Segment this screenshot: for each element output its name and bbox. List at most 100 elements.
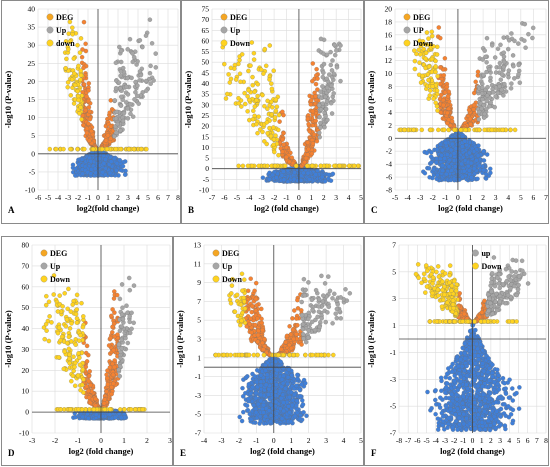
point — [118, 94, 124, 100]
point — [445, 110, 450, 116]
point — [75, 94, 81, 99]
point — [133, 79, 138, 85]
point — [307, 177, 312, 182]
y-tick-label: 15 — [28, 95, 36, 104]
y-tick-label: 75 — [202, 5, 210, 14]
point — [78, 105, 83, 110]
point — [273, 108, 279, 114]
point — [78, 68, 84, 73]
point — [73, 166, 78, 172]
point — [434, 52, 440, 57]
point — [434, 176, 439, 182]
point — [47, 146, 53, 152]
point — [434, 103, 440, 109]
point — [489, 43, 495, 48]
point — [416, 47, 422, 53]
point — [65, 84, 70, 90]
point — [82, 146, 87, 152]
point — [129, 75, 134, 81]
point — [479, 85, 485, 90]
y-tick-label: 25 — [202, 111, 210, 120]
point — [460, 144, 465, 149]
point — [473, 79, 478, 85]
point — [125, 47, 130, 52]
point — [64, 56, 69, 62]
point — [412, 48, 417, 53]
point — [468, 160, 474, 166]
point — [498, 42, 503, 48]
point — [245, 109, 250, 114]
point — [523, 45, 528, 50]
point — [88, 158, 94, 164]
points-A — [47, 17, 159, 178]
x-tick-label: -1 — [85, 193, 91, 202]
point — [251, 57, 257, 62]
point — [267, 43, 273, 48]
point — [463, 127, 468, 133]
point — [149, 41, 155, 46]
point — [424, 150, 430, 156]
x-tick-label: 7 — [166, 193, 170, 202]
point — [484, 98, 489, 104]
x-tick-label: -3 — [417, 193, 423, 202]
point — [130, 59, 136, 65]
point — [439, 147, 445, 153]
point — [431, 96, 436, 101]
point — [443, 140, 449, 146]
point — [435, 172, 440, 178]
point — [125, 75, 130, 81]
point — [321, 61, 327, 67]
point — [310, 141, 316, 146]
point — [475, 69, 481, 75]
point — [113, 85, 119, 91]
point — [426, 36, 431, 41]
point — [153, 51, 158, 56]
point — [80, 47, 85, 52]
point — [318, 163, 324, 169]
x-tick-label: 1 — [106, 193, 110, 202]
point — [325, 117, 330, 123]
panel-label: C — [371, 205, 378, 215]
point — [118, 69, 124, 74]
point — [471, 166, 477, 171]
point — [123, 84, 129, 90]
x-tick-label: 2 — [481, 193, 485, 202]
x-tick-label: 4 — [506, 193, 510, 202]
point — [442, 156, 447, 161]
point — [71, 101, 77, 106]
point — [501, 35, 506, 40]
point — [239, 104, 244, 109]
point — [466, 107, 472, 113]
point — [67, 19, 73, 25]
point — [481, 72, 486, 78]
point — [108, 124, 114, 129]
point — [271, 142, 276, 148]
point — [293, 163, 299, 169]
y-tick-label: 6 — [388, 95, 392, 104]
point — [265, 98, 270, 104]
point — [285, 167, 291, 173]
point — [130, 114, 136, 119]
point — [281, 142, 286, 147]
y-tick-label: -8 — [386, 186, 392, 195]
legend-label: Down — [413, 39, 434, 48]
point — [291, 176, 297, 182]
point — [498, 77, 504, 82]
point — [471, 102, 477, 108]
point — [442, 56, 448, 61]
x-tick-label: 0 — [96, 193, 100, 202]
point — [487, 104, 492, 109]
point — [495, 90, 501, 96]
point — [137, 78, 142, 83]
x-tick-label: 3 — [494, 193, 498, 202]
y-axis-label: -log10 (P-value) — [183, 71, 193, 129]
point — [127, 36, 133, 42]
point — [262, 103, 267, 109]
point — [511, 63, 516, 69]
point — [228, 65, 234, 71]
point — [309, 163, 315, 169]
x-tick-label: 3 — [334, 193, 338, 202]
point — [118, 59, 124, 65]
point — [438, 65, 443, 70]
